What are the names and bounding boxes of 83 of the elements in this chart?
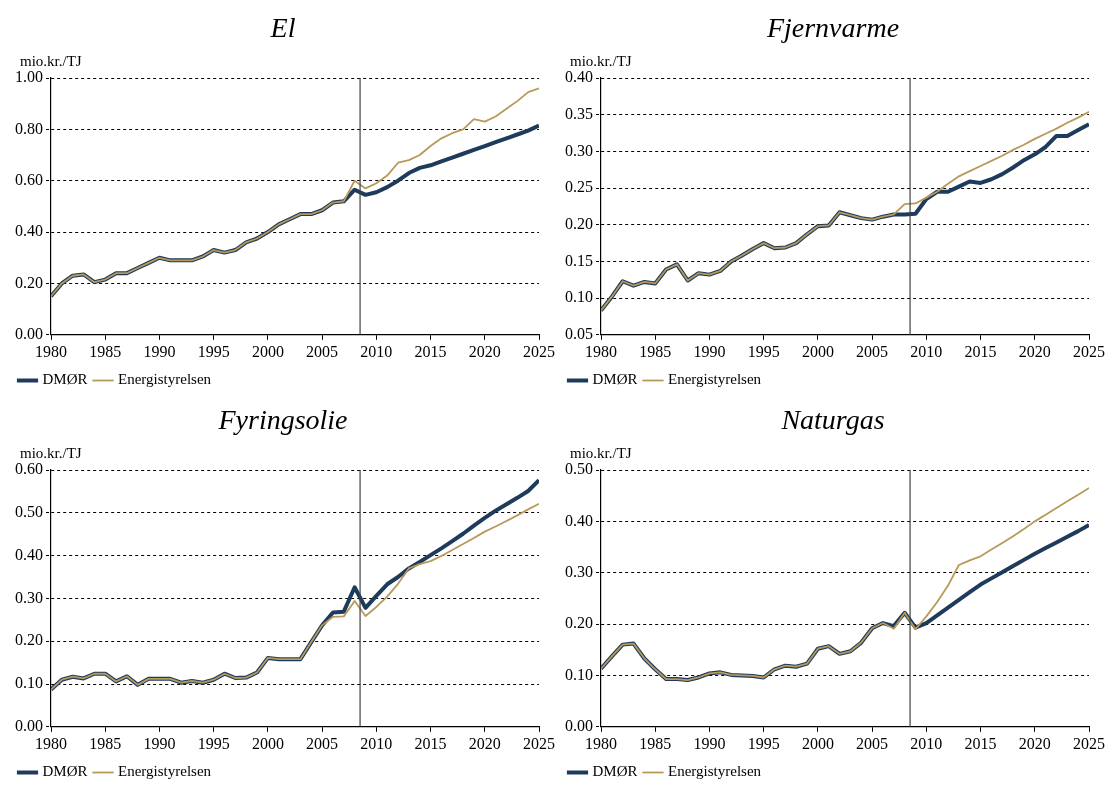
- x-tick-label: 2020: [1018, 342, 1051, 360]
- y-tick-label: 0.20: [565, 214, 593, 232]
- y-tick-label: 0.05: [565, 325, 593, 342]
- y-tick-label: 1.00: [15, 68, 43, 86]
- chart-title: Fjernvarme: [765, 11, 901, 45]
- x-tick-label: 2000: [801, 342, 834, 360]
- x-tick-label: 1980: [35, 342, 67, 360]
- y-axis-title: mio.kr./TJ: [20, 53, 82, 70]
- x-tick-label: 2020: [468, 342, 501, 360]
- x-tick-label: 2005: [306, 342, 339, 360]
- legend-label: Energistyrelsen: [668, 371, 762, 388]
- y-tick-label: 0.30: [565, 562, 593, 580]
- x-tick-label: 2010: [910, 734, 943, 752]
- x-tick-label: 1985: [89, 734, 122, 752]
- legend-label: Energistyrelsen: [118, 763, 212, 780]
- y-axis-title: mio.kr./TJ: [570, 445, 632, 462]
- y-tick-label: 0.20: [15, 631, 43, 649]
- legend-label: DMØR: [592, 371, 638, 388]
- x-tick-label: 1985: [89, 342, 122, 360]
- x-tick-label: 2000: [801, 734, 834, 752]
- x-tick-label: 1995: [197, 342, 230, 360]
- x-tick-label: 2005: [306, 734, 339, 752]
- x-tick-label: 2020: [468, 734, 501, 752]
- x-tick-label: 2025: [523, 734, 555, 752]
- legend-label: Energistyrelsen: [668, 763, 762, 780]
- y-tick-label: 0.30: [15, 588, 43, 606]
- x-tick-label: 2005: [856, 734, 889, 752]
- y-tick-label: 0.40: [565, 511, 593, 529]
- x-tick-label: 1990: [143, 342, 176, 360]
- chart-title: Fyringsolie: [217, 403, 349, 437]
- legend-label: DMØR: [592, 763, 638, 780]
- y-tick-label: 0.30: [565, 141, 593, 159]
- x-tick-label: 2005: [856, 342, 889, 360]
- x-tick-label: 2020: [1018, 734, 1051, 752]
- legend-label: DMØR: [42, 371, 88, 388]
- legend-label: DMØR: [42, 763, 88, 780]
- y-axis-title: mio.kr./TJ: [20, 445, 82, 462]
- x-tick-label: 2025: [1073, 342, 1105, 360]
- x-tick-label: 1985: [639, 342, 672, 360]
- y-tick-label: 0.60: [15, 170, 43, 188]
- x-tick-label: 2010: [360, 342, 393, 360]
- x-tick-label: 2000: [251, 342, 284, 360]
- y-tick-label: 0.10: [565, 665, 593, 683]
- y-tick-label: 0.50: [15, 503, 43, 520]
- y-tick-label: 0.00: [15, 325, 43, 342]
- y-tick-label: 0.10: [565, 288, 593, 306]
- x-tick-label: 1995: [747, 734, 780, 752]
- y-tick-label: 0.60: [15, 460, 43, 478]
- x-tick-label: 2015: [414, 342, 447, 360]
- legend-label: Energistyrelsen: [118, 371, 212, 388]
- x-tick-label: 2025: [523, 342, 555, 360]
- x-tick-label: 1995: [747, 342, 780, 360]
- y-tick-label: 0.50: [565, 460, 593, 478]
- x-tick-label: 1990: [693, 734, 726, 752]
- y-tick-label: 0.25: [565, 178, 593, 196]
- y-tick-label: 0.40: [15, 545, 43, 563]
- y-tick-label: 0.80: [15, 119, 43, 137]
- x-tick-label: 1980: [35, 734, 67, 752]
- chart-title: Naturgas: [780, 403, 886, 437]
- y-tick-label: 0.20: [15, 273, 43, 291]
- x-tick-label: 1990: [693, 342, 726, 360]
- y-tick-label: 0.10: [15, 674, 43, 692]
- y-tick-label: 0.35: [565, 104, 593, 122]
- y-tick-label: 0.40: [15, 222, 43, 240]
- y-tick-label: 0.00: [15, 717, 43, 734]
- y-tick-label: 0.20: [565, 614, 593, 632]
- x-tick-label: 2025: [1073, 734, 1105, 752]
- y-tick-label: 0.15: [565, 251, 593, 269]
- x-tick-label: 2000: [251, 734, 284, 752]
- chart-title: El: [269, 11, 297, 45]
- x-tick-label: 1995: [197, 734, 230, 752]
- x-tick-label: 1985: [639, 734, 672, 752]
- x-tick-label: 1990: [143, 734, 176, 752]
- y-axis-title: mio.kr./TJ: [570, 53, 632, 70]
- x-tick-label: 2015: [964, 342, 997, 360]
- x-tick-label: 1980: [585, 342, 617, 360]
- y-tick-label: 0.40: [565, 68, 593, 86]
- x-tick-label: 2015: [964, 734, 997, 752]
- x-tick-label: 2010: [910, 342, 943, 360]
- y-tick-label: 0.00: [565, 717, 593, 734]
- x-tick-label: 2015: [414, 734, 447, 752]
- x-tick-label: 1980: [585, 734, 617, 752]
- x-tick-label: 2010: [360, 734, 393, 752]
